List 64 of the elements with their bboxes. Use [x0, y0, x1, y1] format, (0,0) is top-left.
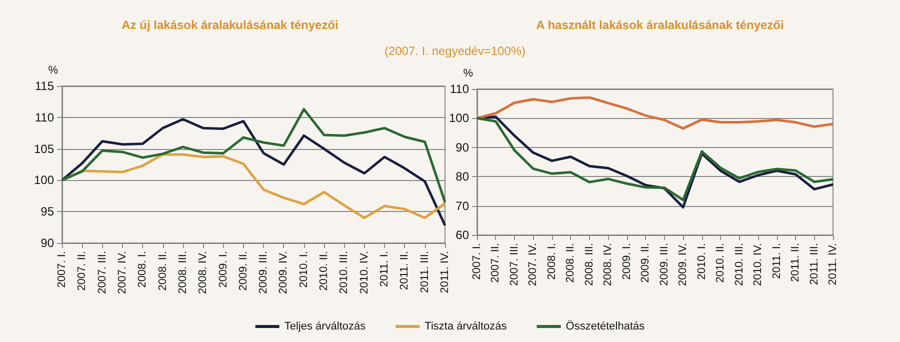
x-tick-label: 2007. III. [96, 251, 108, 294]
x-tick-label: 2009. II. [237, 251, 250, 291]
x-tick-label: 2011. II. [790, 243, 802, 282]
x-tick-label: 2010. I. [298, 251, 310, 288]
legend-label: Összetételhatás [566, 320, 646, 332]
x-tick-label: 2008. III. [176, 251, 189, 294]
x-tick-label: 2009. IV. [278, 251, 290, 294]
x-tick-label: 2010. IV. [752, 243, 764, 286]
y-tick-label: 90 [456, 140, 470, 154]
x-tick-label: 2009. I. [217, 251, 230, 288]
x-tick-label: 2007. III. [508, 243, 520, 286]
x-tick-label: 2011. I. [770, 243, 783, 279]
x-tick-label: 2007. II. [76, 251, 88, 291]
x-tick-label: 2011. III. [418, 251, 431, 293]
x-tick-label: 2007. IV. [116, 251, 128, 294]
legend-label: Teljes árváltozás [284, 320, 366, 332]
x-tick-label: 2010. I. [696, 243, 708, 280]
x-tick-label: 2008. IV. [197, 251, 210, 294]
x-tick-label: 2009. IV. [677, 243, 690, 286]
x-tick-label: 2007. IV. [527, 243, 540, 286]
legend-label: Tiszta árváltozás [424, 320, 508, 332]
x-tick-label: 2007. I. [56, 251, 68, 288]
x-tick-label: 2009. III. [258, 251, 270, 294]
y-tick-label: 100 [448, 111, 470, 126]
y-axis-title: % [48, 64, 58, 76]
line-series [60, 108, 446, 204]
y-tick-label: 60 [456, 228, 470, 242]
y-tick-label: 80 [456, 170, 470, 184]
x-tick-label: 2008. II. [156, 251, 169, 291]
x-tick-label: 2010. III. [733, 243, 746, 286]
x-tick-label: 2009. II. [640, 243, 652, 283]
x-tick-label: 2011. II. [398, 251, 411, 290]
y-tick-label: 70 [456, 198, 470, 213]
x-tick-label: 2008. IV. [602, 243, 614, 286]
x-tick-label: 2010. II. [318, 251, 330, 291]
line-series [60, 118, 446, 227]
line-series [60, 153, 446, 220]
x-tick-label: 2008. I. [136, 251, 149, 288]
x-tick-label: 2009. III. [658, 243, 670, 286]
x-tick-label: 2008. III. [583, 243, 596, 286]
x-tick-label: 2011. III. [808, 243, 820, 285]
x-tick-label: 2007. II. [490, 243, 502, 283]
x-tick-label: 2011. I. [378, 251, 391, 287]
x-tick-label: 2011. IV. [439, 251, 451, 294]
x-tick-label: 2010. II. [714, 243, 727, 283]
y-tick-label: 110 [450, 82, 470, 96]
x-tick-label: 2011. IV. [827, 243, 839, 286]
x-tick-label: 2010. IV. [358, 251, 370, 294]
chart-title: A használt lakások áralakulásának tényezői [536, 18, 784, 32]
x-tick-label: 2008. I. [546, 243, 558, 280]
y-tick-label: 100 [34, 173, 54, 188]
y-axis-title: % [463, 68, 474, 80]
x-tick-label: 2008. II. [564, 243, 577, 283]
line-series [476, 96, 834, 130]
x-tick-label: 2010. III. [338, 251, 350, 294]
y-tick-label: 110 [34, 110, 54, 124]
chart-subtitle: (2007. I. negyedév=100%) [384, 44, 526, 58]
y-tick-label: 115 [34, 79, 54, 93]
x-tick-label: 2007. I. [471, 243, 483, 280]
y-tick-label: 90 [40, 236, 54, 250]
y-tick-label: 105 [34, 142, 54, 156]
x-tick-label: 2009. I. [620, 243, 633, 280]
chart-title: Az új lakások áralakulásának tényezői [122, 18, 338, 32]
y-tick-label: 95 [40, 204, 54, 219]
